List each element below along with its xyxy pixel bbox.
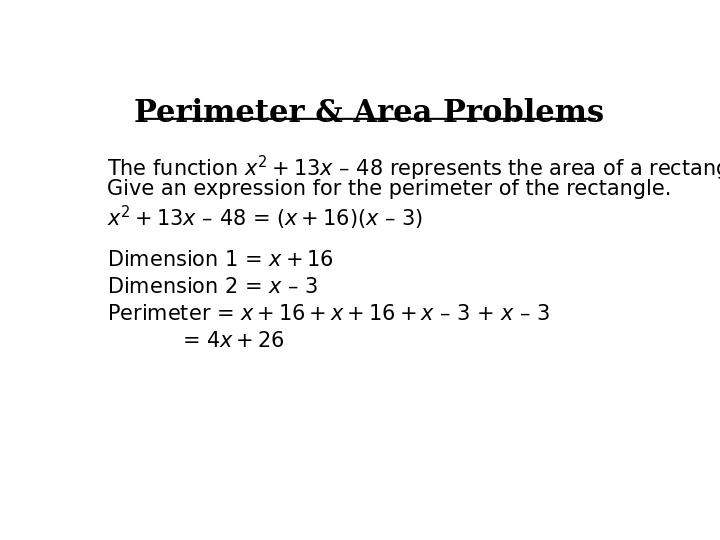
Text: Give an expression for the perimeter of the rectangle.: Give an expression for the perimeter of … bbox=[107, 179, 671, 199]
Text: Dimension 1 = $x + 16$: Dimension 1 = $x + 16$ bbox=[107, 250, 333, 270]
Text: The function $x^2 + 13x$ – 48 represents the area of a rectangle.: The function $x^2 + 13x$ – 48 represents… bbox=[107, 154, 720, 184]
Text: Perimeter & Area Problems: Perimeter & Area Problems bbox=[134, 98, 604, 129]
Text: = $4x + 26$: = $4x + 26$ bbox=[182, 331, 284, 351]
Text: Dimension 2 = $x$ – 3: Dimension 2 = $x$ – 3 bbox=[107, 277, 318, 297]
Text: $x^2 + 13x$ – 48 = $(x + 16)(x$ – 3): $x^2 + 13x$ – 48 = $(x + 16)(x$ – 3) bbox=[107, 204, 423, 232]
Text: Perimeter = $x + 16 + x + 16 + x$ – 3 + $x$ – 3: Perimeter = $x + 16 + x + 16 + x$ – 3 + … bbox=[107, 304, 550, 324]
